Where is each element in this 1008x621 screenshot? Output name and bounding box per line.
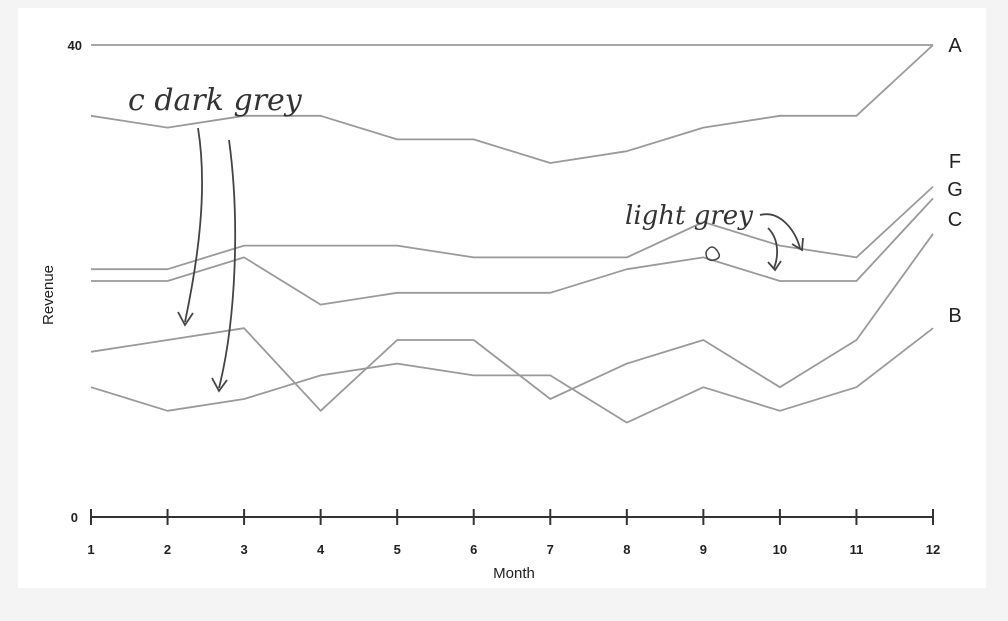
- series-line-dark-grey: [90, 44, 934, 164]
- y-tick-label: 0: [71, 510, 78, 525]
- series-line-b: [90, 327, 934, 424]
- arrow-dark-grey-1: [184, 127, 203, 323]
- x-tick-label: 7: [547, 542, 554, 557]
- series-line-f: [91, 185, 934, 271]
- series-label-a: A: [948, 35, 962, 57]
- x-tick-label: 5: [394, 542, 401, 557]
- x-tick-label: 4: [317, 542, 325, 557]
- series-label-c: C: [948, 209, 962, 231]
- series-label-f: F: [949, 151, 961, 173]
- arrow-head: [177, 311, 194, 327]
- arrow-head: [791, 237, 804, 252]
- series-label-g: G: [947, 179, 963, 201]
- x-tick-label: 9: [700, 542, 707, 557]
- x-tick-label: 1: [87, 542, 94, 557]
- arrow-dark-grey-2: [218, 139, 237, 389]
- annotation-layer: c dark grey light grey: [128, 83, 804, 393]
- y-axis-label: Revenue: [40, 265, 57, 325]
- annotation-dark-grey: c dark grey: [128, 83, 303, 118]
- x-tick-label: 2: [164, 542, 171, 557]
- annotation-light-grey: light grey: [625, 201, 753, 231]
- x-tick-label: 6: [470, 542, 477, 557]
- series-line-c: [90, 233, 934, 412]
- series-layer: A B C FG: [90, 35, 963, 424]
- x-tick-label: 12: [926, 542, 940, 557]
- x-axis-label: Month: [493, 565, 535, 582]
- x-tick-label: 11: [850, 542, 864, 557]
- arrow-light-grey-1: [759, 213, 801, 249]
- arrow-head: [767, 260, 782, 272]
- series-line-g: [91, 197, 934, 306]
- x-tick-label: 10: [773, 542, 787, 557]
- y-tick-label: 40: [68, 38, 82, 53]
- chart-background: [18, 8, 986, 588]
- x-tick-label: 3: [240, 542, 247, 557]
- scribble-mark: [705, 246, 721, 262]
- arrow-head: [211, 377, 228, 393]
- series-label-b: B: [948, 305, 961, 327]
- x-tick-label: 8: [623, 542, 630, 557]
- arrow-light-grey-2: [767, 227, 778, 269]
